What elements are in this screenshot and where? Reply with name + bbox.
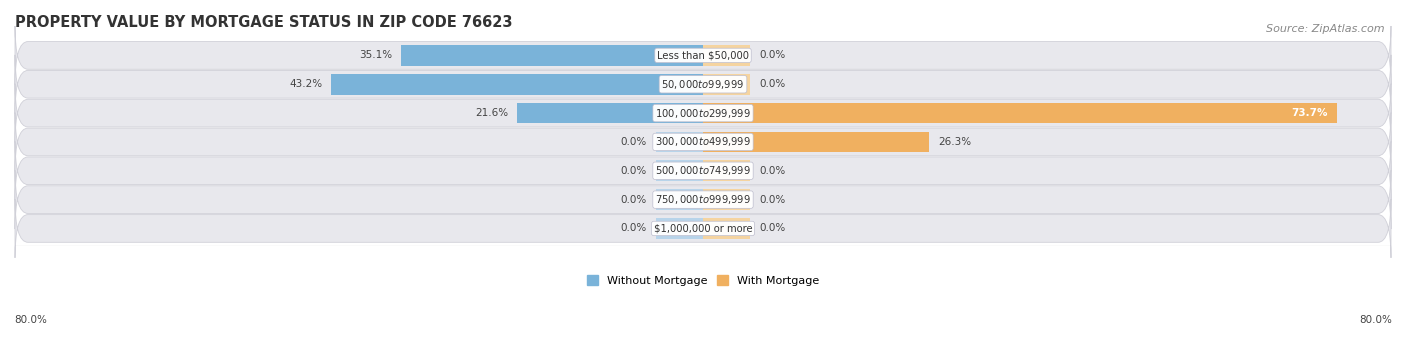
Bar (703, 160, 751, 181)
Bar (655, 189, 703, 210)
Text: 0.0%: 0.0% (759, 79, 785, 89)
Bar (703, 189, 751, 210)
Text: 26.3%: 26.3% (938, 137, 972, 147)
Text: $100,000 to $299,999: $100,000 to $299,999 (655, 107, 751, 120)
Bar (655, 132, 703, 152)
Text: $750,000 to $999,999: $750,000 to $999,999 (655, 193, 751, 206)
Text: 0.0%: 0.0% (759, 194, 785, 205)
FancyBboxPatch shape (15, 141, 1391, 200)
Text: 0.0%: 0.0% (621, 194, 647, 205)
Text: PROPERTY VALUE BY MORTGAGE STATUS IN ZIP CODE 76623: PROPERTY VALUE BY MORTGAGE STATUS IN ZIP… (15, 15, 513, 30)
Bar (703, 103, 1337, 123)
Bar (655, 160, 703, 181)
Text: Less than $50,000: Less than $50,000 (657, 50, 749, 61)
Bar (517, 103, 703, 123)
Text: 0.0%: 0.0% (621, 137, 647, 147)
Text: 0.0%: 0.0% (621, 166, 647, 176)
Bar (401, 45, 703, 66)
Text: 80.0%: 80.0% (14, 314, 46, 325)
Bar (332, 74, 703, 95)
Text: 35.1%: 35.1% (360, 50, 392, 61)
Text: 80.0%: 80.0% (1360, 314, 1392, 325)
Bar (703, 74, 751, 95)
FancyBboxPatch shape (15, 170, 1391, 229)
Text: $500,000 to $749,999: $500,000 to $749,999 (655, 164, 751, 177)
Text: 21.6%: 21.6% (475, 108, 509, 118)
Text: $300,000 to $499,999: $300,000 to $499,999 (655, 135, 751, 149)
FancyBboxPatch shape (15, 199, 1391, 258)
Bar (703, 218, 751, 239)
FancyBboxPatch shape (15, 84, 1391, 142)
FancyBboxPatch shape (15, 55, 1391, 114)
Text: $50,000 to $99,999: $50,000 to $99,999 (661, 78, 745, 91)
Text: Source: ZipAtlas.com: Source: ZipAtlas.com (1267, 24, 1385, 34)
FancyBboxPatch shape (15, 26, 1391, 85)
Text: 73.7%: 73.7% (1292, 108, 1329, 118)
FancyBboxPatch shape (15, 113, 1391, 171)
Text: 0.0%: 0.0% (759, 50, 785, 61)
Text: 0.0%: 0.0% (759, 166, 785, 176)
Legend: Without Mortgage, With Mortgage: Without Mortgage, With Mortgage (588, 275, 818, 286)
Text: 43.2%: 43.2% (290, 79, 323, 89)
Text: 0.0%: 0.0% (759, 223, 785, 234)
Text: $1,000,000 or more: $1,000,000 or more (654, 223, 752, 234)
Bar (703, 132, 929, 152)
Bar (655, 218, 703, 239)
Bar (703, 45, 751, 66)
Text: 0.0%: 0.0% (621, 223, 647, 234)
